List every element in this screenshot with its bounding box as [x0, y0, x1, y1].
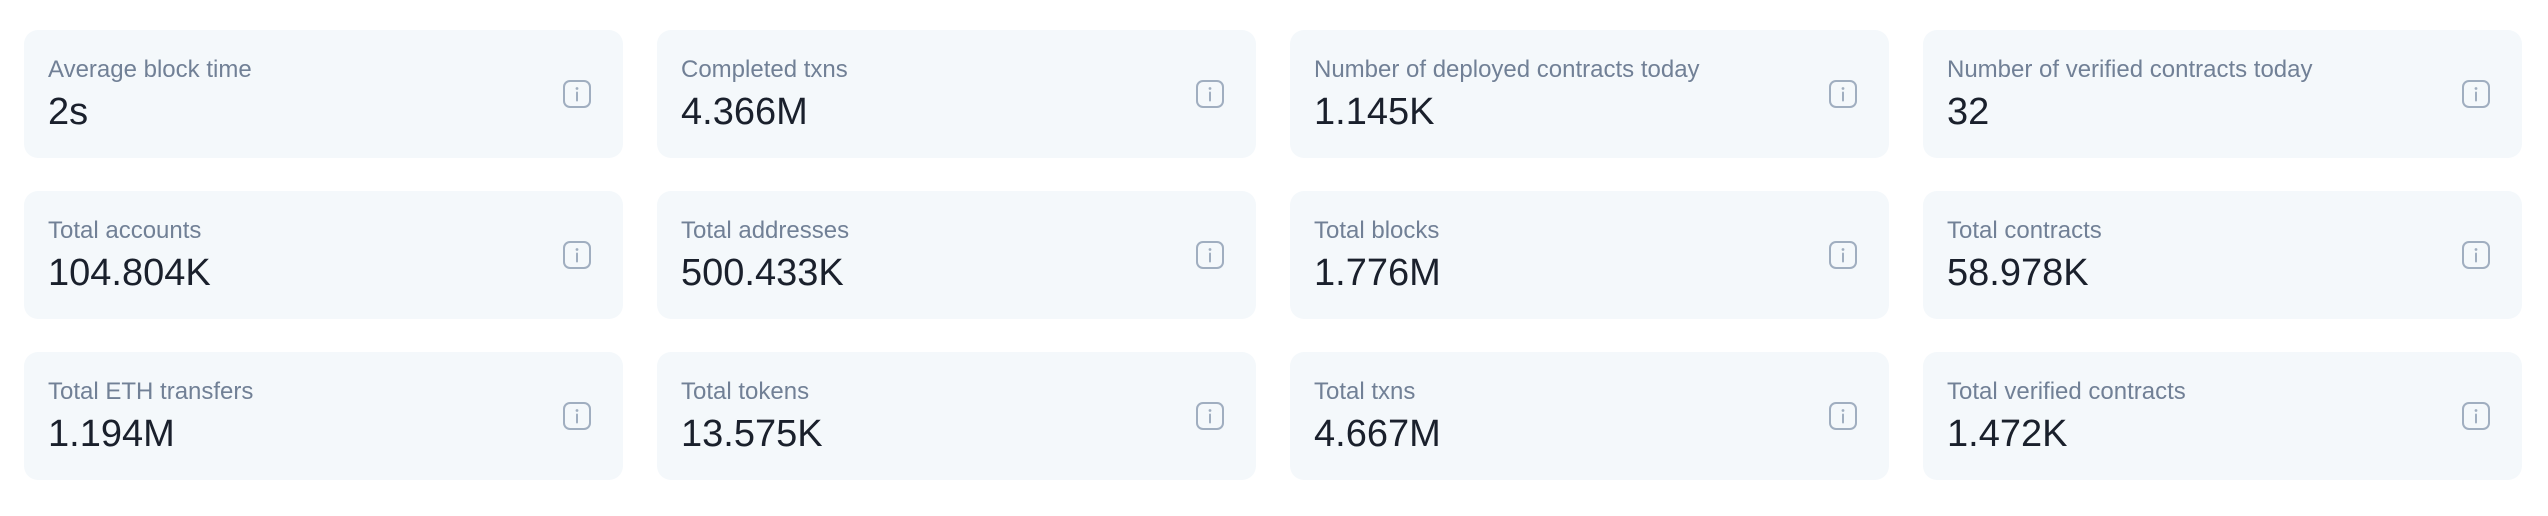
info-icon[interactable]: [1194, 239, 1226, 271]
stat-card-average-block-time: Average block time 2s: [24, 30, 623, 158]
stat-card-total-accounts: Total accounts 104.804K: [24, 191, 623, 319]
stat-card-verified-contracts-today: Number of verified contracts today 32: [1923, 30, 2522, 158]
stat-value: 500.433K: [681, 252, 844, 294]
stat-card-total-addresses: Total addresses 500.433K: [657, 191, 1256, 319]
stat-label: Total verified contracts: [1947, 378, 2186, 405]
stat-card-total-eth-transfers: Total ETH transfers 1.194M: [24, 352, 623, 480]
stat-value: 2s: [48, 91, 89, 133]
stat-label: Number of verified contracts today: [1947, 56, 2313, 83]
info-icon[interactable]: [561, 400, 593, 432]
stat-value: 1.145K: [1314, 91, 1435, 133]
info-icon[interactable]: [1827, 400, 1859, 432]
stat-card-total-txns: Total txns 4.667M: [1290, 352, 1889, 480]
info-icon[interactable]: [2460, 239, 2492, 271]
stat-value: 4.366M: [681, 91, 808, 133]
stat-label: Total addresses: [681, 217, 850, 244]
stat-label: Completed txns: [681, 56, 848, 83]
info-icon[interactable]: [561, 78, 593, 110]
info-icon[interactable]: [1194, 400, 1226, 432]
info-icon[interactable]: [2460, 400, 2492, 432]
stat-value: 1.472K: [1947, 413, 2068, 455]
stat-label: Total ETH transfers: [48, 378, 254, 405]
stat-card-total-tokens: Total tokens 13.575K: [657, 352, 1256, 480]
info-icon[interactable]: [561, 239, 593, 271]
stat-label: Total txns: [1314, 378, 1416, 405]
info-icon[interactable]: [1194, 78, 1226, 110]
stat-value: 1.776M: [1314, 252, 1441, 294]
stat-value: 13.575K: [681, 413, 823, 455]
stat-label: Total contracts: [1947, 217, 2102, 244]
stat-card-completed-txns: Completed txns 4.366M: [657, 30, 1256, 158]
info-icon[interactable]: [1827, 78, 1859, 110]
stat-card-deployed-contracts-today: Number of deployed contracts today 1.145…: [1290, 30, 1889, 158]
stat-value: 104.804K: [48, 252, 211, 294]
stat-label: Average block time: [48, 56, 252, 83]
info-icon[interactable]: [2460, 78, 2492, 110]
stat-label: Total tokens: [681, 378, 810, 405]
stat-value: 1.194M: [48, 413, 175, 455]
info-icon[interactable]: [1827, 239, 1859, 271]
stat-label: Number of deployed contracts today: [1314, 56, 1700, 83]
stat-card-total-verified-contracts: Total verified contracts 1.472K: [1923, 352, 2522, 480]
stat-card-total-contracts: Total contracts 58.978K: [1923, 191, 2522, 319]
stat-value: 4.667M: [1314, 413, 1441, 455]
stat-label: Total blocks: [1314, 217, 1440, 244]
stat-value: 58.978K: [1947, 252, 2089, 294]
stat-value: 32: [1947, 91, 1990, 133]
stat-card-total-blocks: Total blocks 1.776M: [1290, 191, 1889, 319]
stats-grid: Average block time 2s Completed txns 4.3…: [24, 30, 2524, 480]
stat-label: Total accounts: [48, 217, 202, 244]
